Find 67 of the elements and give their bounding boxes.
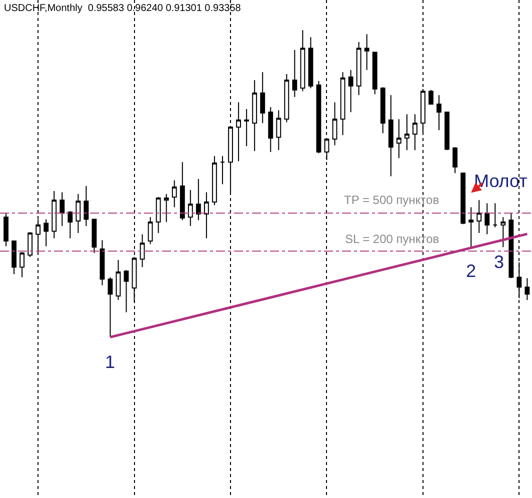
candlestick [292, 50, 298, 98]
candlestick [68, 210, 73, 239]
candlestick [196, 178, 201, 221]
candlestick [108, 276, 113, 338]
candlestick [300, 30, 306, 92]
candlestick [76, 194, 81, 234]
candlestick [452, 146, 458, 174]
candlestick [388, 94, 394, 177]
candlestick [436, 94, 442, 131]
candlestick [356, 42, 362, 96]
candlestick [236, 102, 241, 162]
candlestick [212, 155, 217, 206]
candlestick [508, 212, 514, 279]
candlestick [492, 202, 498, 228]
candlestick [412, 114, 418, 151]
candlestick [380, 86, 386, 134]
candlestick [20, 252, 25, 278]
candlestick [468, 206, 474, 248]
candlestick [476, 200, 482, 234]
chart-title: USDCHF,Monthly 0.95583 0.96240 0.91301 0.93358 [4, 3, 242, 14]
candlestick [276, 110, 282, 151]
candlestick [188, 190, 193, 226]
candlestick [244, 108, 250, 147]
candlestick [164, 194, 169, 222]
candlestick [84, 186, 89, 226]
candlestick [364, 34, 370, 70]
candlestick [524, 278, 530, 300]
candlestick [316, 80, 322, 154]
candlestick [396, 118, 402, 159]
candlestick [12, 240, 16, 275]
candlestick [252, 80, 258, 152]
candlestick [60, 192, 65, 226]
candlestick [428, 89, 434, 105]
candlestick [220, 155, 225, 185]
candlestick [308, 36, 314, 89]
candlestick [332, 102, 338, 146]
candlestick [52, 190, 57, 239]
candlestick [28, 232, 33, 258]
candlestick [100, 240, 105, 286]
candlestick [372, 52, 378, 95]
candlestick [172, 180, 177, 208]
candlestick [124, 270, 129, 313]
candlestick [500, 216, 506, 248]
candlestick [444, 112, 450, 151]
candlestick [156, 196, 161, 234]
annotation: TP = 500 пунктов [344, 193, 440, 207]
candlestick [180, 162, 185, 221]
candlestick [4, 212, 8, 247]
candlestick [44, 218, 49, 247]
candlestick [484, 202, 490, 235]
candlestick [340, 72, 346, 136]
candlestick [404, 114, 410, 151]
candlestick [348, 70, 354, 113]
candlestick [204, 192, 209, 239]
candlestick [140, 234, 145, 268]
annotation: 3 [494, 252, 504, 272]
candlestick [268, 106, 274, 152]
candlestick [116, 260, 121, 300]
candlestick [92, 218, 97, 254]
annotation: Молот [474, 171, 528, 191]
candlestick [148, 216, 153, 245]
annotation: 2 [466, 261, 476, 281]
candlestick [460, 172, 466, 225]
candlestick [284, 73, 290, 123]
annotation: SL = 200 пунктов [345, 232, 440, 246]
candlestick [260, 72, 266, 124]
text: 1 [105, 352, 116, 372]
